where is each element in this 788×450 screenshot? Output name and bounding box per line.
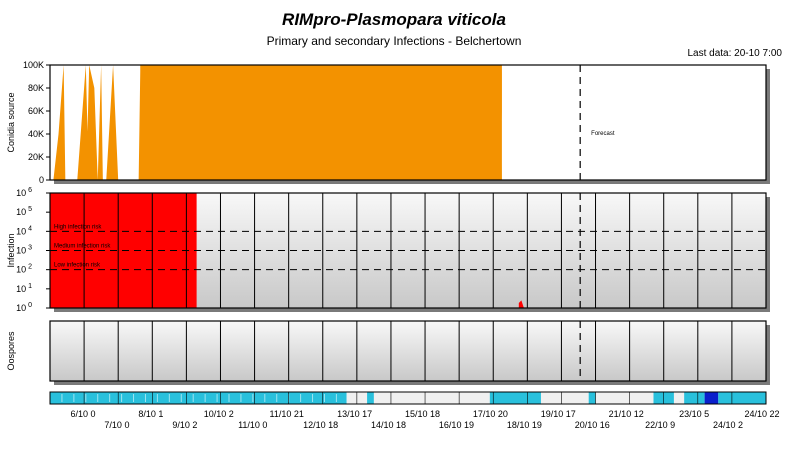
oospores-day-cell [356, 321, 391, 381]
infection-y-tick-label: 10 6 [16, 187, 32, 198]
infection-day-cell [390, 193, 426, 308]
conidia-y-tick-label: 40K [28, 129, 44, 139]
weather-strip-segment [588, 392, 596, 404]
oospores-day-cell [390, 321, 426, 381]
panel-frame [49, 192, 767, 309]
infection-day-cell [425, 193, 460, 308]
x-tick-label: 13/10 17 [337, 409, 372, 419]
last-data-label: Last data: 20-10 7:00 [687, 48, 782, 59]
oospores-day-cell [459, 321, 494, 381]
infection-y-tick-label: 10 5 [16, 206, 32, 217]
conidia-y-tick-label: 0 [39, 175, 44, 185]
x-tick-label: 18/10 19 [507, 420, 542, 430]
chart-subtitle: Primary and secondary Infections - Belch… [266, 34, 522, 48]
x-tick-label: 14/10 18 [371, 420, 406, 430]
conidia-y-tick-label: 60K [28, 106, 44, 116]
x-tick-label: 22/10 9 [645, 420, 675, 430]
weather-strip-segment [367, 392, 374, 404]
chart-title: RIMpro-Plasmopara viticola [282, 10, 506, 29]
label-layer: 0 20K 40K 60K 80K 100K Conidia source High infe… [6, 60, 780, 430]
grid-layer [46, 64, 766, 381]
weather-strip-segment [489, 392, 541, 404]
infection-day-cell [595, 193, 630, 308]
conidia-area-edge [500, 65, 502, 121]
x-tick-label: 8/10 1 [138, 409, 163, 419]
x-tick-label: 17/10 20 [473, 409, 508, 419]
x-tick-label: 12/10 18 [303, 420, 338, 430]
weather-strip-segment [373, 392, 490, 404]
weather-strip-segment [50, 392, 347, 404]
oospores-y-axis-label: Oospores [6, 331, 16, 371]
x-tick-label: 20/10 16 [575, 420, 610, 430]
panel-frame [49, 320, 767, 382]
oospores-day-cell [595, 321, 630, 381]
oospores-day-cell [322, 321, 357, 381]
x-tick-label: 24/10 22 [744, 409, 779, 419]
oospores-day-cell [663, 321, 698, 381]
weather-strip-segment [595, 392, 654, 404]
conidia-y-tick-label: 20K [28, 152, 44, 162]
oospores-day-cell [527, 321, 562, 381]
oospores-day-cell [629, 321, 664, 381]
x-tick-label: 15/10 18 [405, 409, 440, 419]
x-tick-label: 19/10 17 [541, 409, 576, 419]
forecast-label: Forecast [591, 131, 615, 137]
oospores-day-cell [731, 321, 766, 381]
infection-y-tick-label: 10 4 [16, 225, 32, 236]
infection-y-tick-label: 10 0 [16, 302, 32, 313]
oospores-day-cell [118, 321, 153, 381]
weather-strip-segment [673, 392, 685, 404]
infection-day-cell [220, 193, 255, 308]
x-tick-label: 10/10 2 [204, 409, 234, 419]
conidia-area-tail [479, 120, 502, 180]
oospores-day-cell [84, 321, 119, 381]
x-tick-label: 7/10 0 [104, 420, 129, 430]
oospores-day-cell [152, 321, 187, 381]
weather-strip-segment [540, 392, 589, 404]
x-tick-label: 11/10 21 [270, 409, 304, 419]
weather-strip-frame [49, 391, 767, 405]
conidia-y-tick-label: 100K [23, 60, 44, 70]
panel-frame [49, 64, 767, 181]
infection-y-tick-label: 10 2 [16, 264, 32, 275]
oospores-day-cell [288, 321, 323, 381]
x-tick-label: 16/10 19 [439, 420, 474, 430]
infection-y-tick-label: 10 1 [16, 283, 32, 294]
infection-y-axis-label: Infection [6, 233, 16, 267]
x-tick-label: 21/10 12 [609, 409, 644, 419]
conidia-y-axis-label: Conidia source [6, 92, 16, 152]
oospores-day-cell [561, 321, 596, 381]
x-tick-label: 6/10 0 [70, 409, 95, 419]
oospores-day-cell [50, 321, 85, 381]
oospores-day-cell [220, 321, 255, 381]
oospores-day-cell [186, 321, 221, 381]
oospores-day-cell [254, 321, 289, 381]
x-tick-label: 24/10 2 [713, 420, 743, 430]
conidia-y-tick-label: 80K [28, 83, 44, 93]
infection-event-bar [518, 300, 524, 308]
x-tick-label: 23/10 5 [679, 409, 709, 419]
infection-day-cell [629, 193, 664, 308]
oospores-day-cell [493, 321, 528, 381]
x-tick-label: 11/10 0 [238, 420, 267, 430]
oospores-day-cell [425, 321, 460, 381]
panel-frames [49, 64, 767, 405]
infection-threshold-label: High infection risk [54, 224, 102, 230]
infection-threshold-label: Low infection risk [54, 263, 101, 269]
weather-strip-segment [684, 392, 705, 404]
infection-threshold-label: Medium infection risk [54, 244, 111, 250]
infection-day-cell [356, 193, 391, 308]
oospores-day-cell [697, 321, 732, 381]
conidia-area-main [140, 65, 502, 180]
weather-strip-segment [704, 392, 719, 404]
weather-strip-segment [718, 392, 766, 404]
infection-y-tick-label: 10 3 [16, 245, 32, 256]
x-tick-label: 9/10 2 [172, 420, 197, 430]
